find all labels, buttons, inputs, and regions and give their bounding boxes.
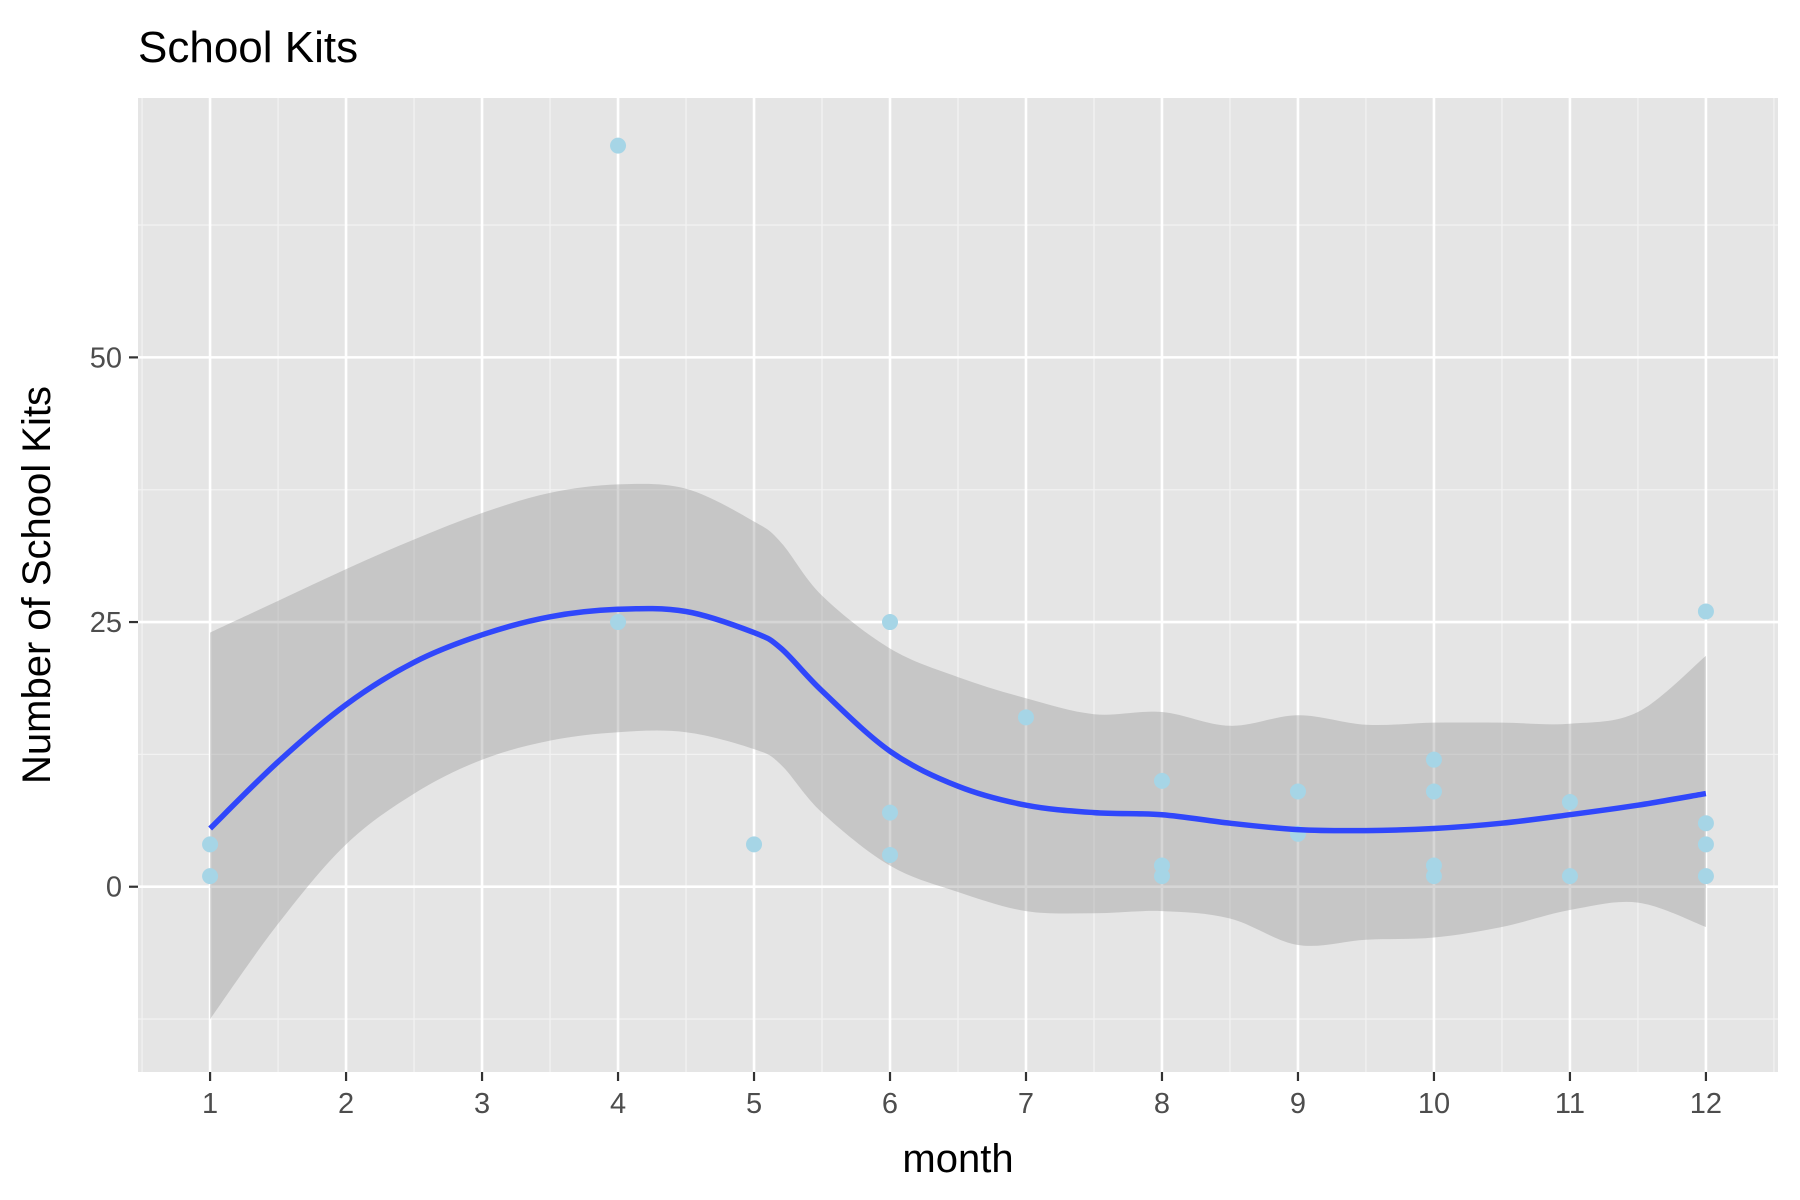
x-tick-label: 1 [202,1088,218,1120]
data-point [1697,603,1714,620]
data-point [1153,868,1170,885]
data-point [1561,794,1578,811]
x-tick-label: 7 [1018,1088,1034,1120]
x-tick-label: 9 [1290,1088,1306,1120]
x-tick-label: 11 [1555,1088,1585,1120]
data-point [1425,868,1442,885]
confidence-ribbon [210,483,1706,1020]
y-axis-title: Number of School Kits [15,386,59,784]
data-point [1561,868,1578,885]
data-point [1697,836,1714,853]
data-point [1425,783,1442,800]
data-point [882,804,899,821]
x-tick-label: 6 [882,1088,898,1120]
major-gridlines [138,98,1778,1072]
y-tick-label: 0 [106,872,122,904]
data-point [1425,751,1442,768]
data-point [746,836,763,853]
y-tick-label: 50 [90,342,122,374]
x-axis: 1 2 3 4 5 6 7 8 9 10 11 12 [202,1072,1722,1120]
smooth-trend [208,605,1707,834]
x-tick-label: 8 [1154,1088,1170,1120]
minor-gridlines [138,98,1778,1072]
data-point [202,868,219,885]
data-point [1017,709,1034,726]
smooth-line [208,605,1707,834]
x-tick-label: 2 [338,1088,354,1120]
data-point [1697,815,1714,832]
y-tick-label: 25 [90,607,122,639]
data-point [1289,783,1306,800]
data-point [202,836,219,853]
x-tick-label: 5 [746,1088,762,1120]
data-point [882,846,899,863]
x-axis-title: month [902,1137,1013,1181]
data-point [882,614,899,631]
confidence-band [210,483,1706,1020]
x-tick-label: 12 [1690,1088,1722,1120]
y-axis: 0 25 50 [90,342,138,904]
data-point [1697,868,1714,885]
data-point [610,614,627,631]
data-points [202,137,1714,885]
x-tick-label: 4 [610,1088,626,1120]
data-point [610,137,627,154]
data-point [1153,772,1170,789]
chart-title: School Kits [138,23,358,72]
x-tick-label: 10 [1418,1088,1450,1120]
x-tick-label: 3 [474,1088,490,1120]
